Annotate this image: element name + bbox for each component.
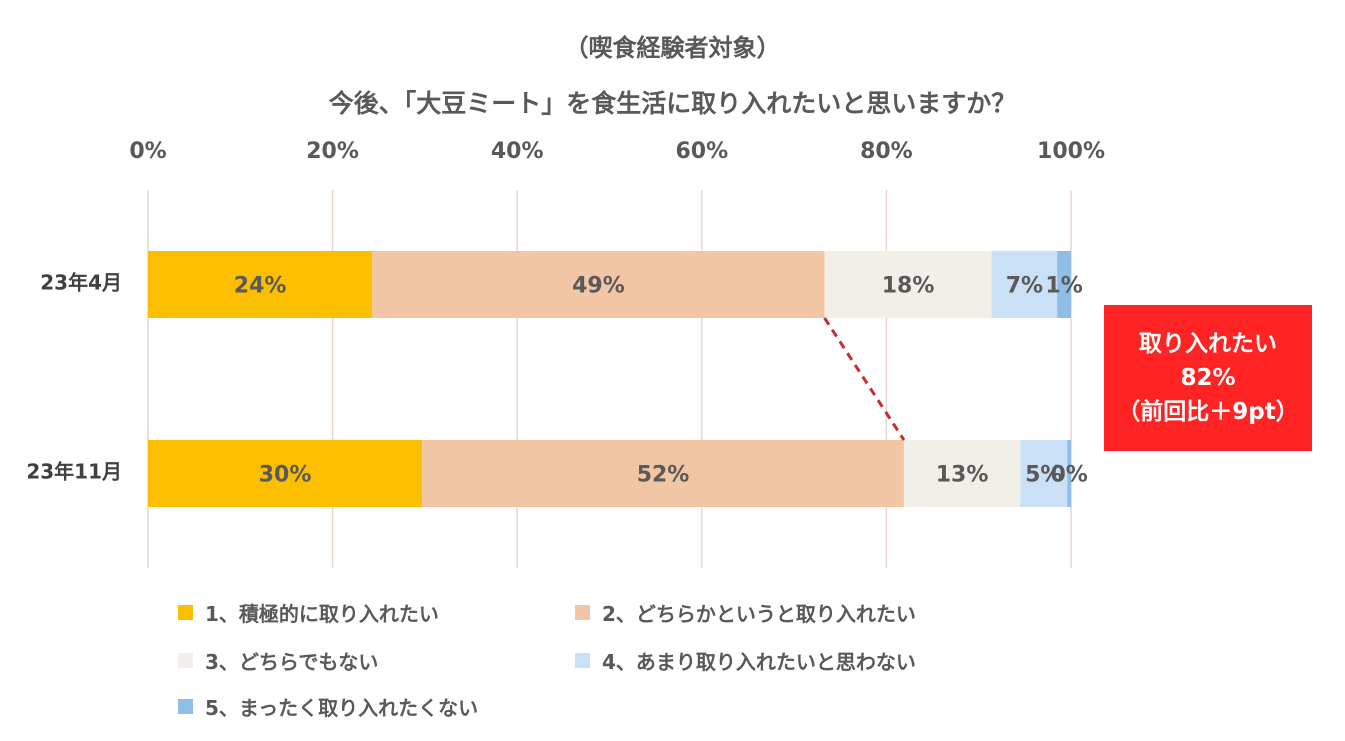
- data-label: 18%: [882, 274, 935, 299]
- bar-segment: [991, 251, 1058, 318]
- x-tick-label: 40%: [491, 139, 544, 164]
- data-label: 13%: [936, 463, 989, 488]
- callout-box: 取り入れたい 82% （前回比＋9pt）: [1104, 305, 1312, 451]
- data-label: 0%: [1050, 463, 1087, 488]
- bar-segment: [1057, 251, 1071, 318]
- bars: 24% 49% 18% 7% 1% 30% 52% 13% 5%0%: [148, 251, 1088, 507]
- bar-segment: [372, 251, 825, 318]
- data-label: 49%: [572, 274, 625, 299]
- bar-segment: [148, 251, 373, 318]
- x-tick-label: 100%: [1037, 139, 1105, 164]
- data-label: 52%: [637, 463, 690, 488]
- x-tick-label: 0%: [129, 139, 166, 164]
- data-label: 24%: [234, 274, 287, 299]
- comparison-connector-line: [823, 317, 906, 441]
- bar-segment: [903, 440, 1021, 507]
- callout-line-3: （前回比＋9pt）: [1117, 399, 1299, 425]
- x-tick-label: 80%: [860, 139, 913, 164]
- callout-line-2: 82%: [1180, 365, 1236, 391]
- callout-line-1: 取り入れたい: [1139, 331, 1277, 357]
- category-label: 23年11月: [26, 460, 122, 484]
- x-tick-label: 20%: [306, 139, 359, 164]
- data-label: 5%: [1025, 463, 1062, 488]
- bar-segment: [148, 440, 423, 507]
- data-label: 7%: [1006, 274, 1043, 299]
- bar-segment: [1067, 440, 1071, 507]
- gridlines: [147, 190, 1072, 568]
- category-label: 23年4月: [40, 271, 122, 295]
- category-labels: 23年4月 23年11月: [26, 271, 122, 484]
- chart-subtitle: （喫食経験者対象）: [564, 34, 781, 62]
- x-axis-ticks: 0% 20% 40% 60% 80% 100%: [129, 139, 1105, 164]
- data-label: 30%: [259, 463, 312, 488]
- bar-segment: [422, 440, 904, 507]
- bar-segment: [824, 251, 992, 318]
- data-label: 1%: [1045, 274, 1082, 299]
- bar-segment: [1020, 440, 1068, 507]
- chart-title: 今後、「大豆ミート」を食生活に取り入れたいと思いますか？: [328, 89, 1017, 118]
- x-tick-label: 60%: [675, 139, 728, 164]
